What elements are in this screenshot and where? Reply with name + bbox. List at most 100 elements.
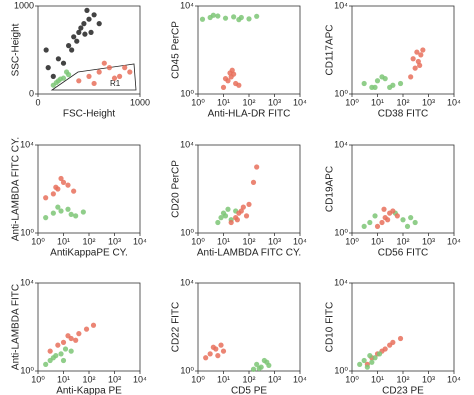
x-tick-label: 10¹: [217, 374, 230, 384]
cell-point: [43, 215, 49, 221]
cell-point: [236, 82, 242, 88]
plot-frame: [351, 5, 455, 95]
x-tick-label: 10⁴: [133, 374, 147, 384]
y-tick-label: 10⁴: [180, 139, 194, 149]
cell-point: [379, 74, 385, 80]
cell-point: [53, 79, 59, 86]
cell-point: [50, 355, 56, 361]
cell-point: [417, 62, 423, 68]
cell-point: [86, 16, 92, 22]
cell-point: [73, 337, 79, 343]
x-tick-label: 10⁴: [293, 97, 307, 107]
cell-point: [246, 16, 252, 22]
cell-point: [367, 219, 373, 226]
x-tick-label: 10⁰: [31, 236, 45, 246]
y-tick-label: 10⁴: [180, 0, 194, 10]
x-tick-label: 10³: [108, 236, 121, 246]
y-tick-label: 10⁴: [334, 139, 348, 149]
cell-point: [254, 164, 260, 170]
cell-point: [74, 38, 80, 44]
x-tick-label: 10⁴: [293, 374, 307, 384]
cell-point: [408, 74, 414, 80]
y-tick-label: 10⁰: [334, 88, 348, 98]
cell-point: [73, 213, 79, 219]
x-tick-label: 10²: [82, 236, 95, 246]
cell-point: [60, 60, 67, 66]
y-axis-label: CD19APC: [325, 166, 336, 212]
x-tick-label: 10³: [422, 374, 435, 384]
cell-point: [111, 75, 118, 81]
x-tick-label: 10⁴: [133, 236, 147, 246]
x-tick-label: 10³: [422, 97, 435, 107]
cell-point: [91, 12, 97, 18]
cell-point: [203, 355, 209, 361]
x-axis-label: Anti-LAMBDA FITC CY.: [197, 248, 301, 259]
cell-point: [127, 69, 133, 75]
cell-point: [71, 188, 77, 194]
plot-frame: [37, 5, 141, 95]
x-axis-label: CD23 PE: [382, 386, 424, 395]
cell-point: [374, 78, 381, 84]
cell-point: [90, 322, 97, 328]
cell-point: [420, 47, 426, 53]
cell-point: [57, 76, 64, 82]
cell-point: [69, 47, 75, 53]
x-tick-label: 10⁰: [345, 97, 359, 107]
cell-point: [50, 210, 56, 216]
y-tick-label: 10⁴: [334, 0, 348, 10]
cell-point: [361, 357, 367, 364]
cell-point: [63, 69, 70, 75]
cell-point: [387, 84, 393, 90]
cell-point: [78, 25, 84, 31]
cell-point: [367, 353, 373, 359]
cell-point: [256, 365, 262, 372]
cell-point: [372, 213, 378, 219]
cell-point: [220, 348, 227, 354]
cell-point: [418, 52, 424, 58]
cell-point: [234, 217, 240, 223]
cell-point: [76, 29, 82, 35]
cell-point: [372, 84, 378, 90]
cell-point: [43, 47, 49, 53]
x-tick-label: 10³: [268, 97, 281, 107]
y-tick-label: 0: [29, 88, 34, 98]
cell-point: [364, 364, 370, 370]
cell-point: [408, 215, 414, 221]
plot-frame: [197, 144, 301, 234]
x-tick-label: 10³: [268, 374, 281, 384]
cell-point: [65, 206, 71, 212]
x-tick-label: 10³: [108, 374, 121, 384]
cell-point: [385, 217, 391, 223]
cell-point: [68, 211, 74, 218]
x-tick-label: 10²: [396, 374, 409, 384]
cell-point: [50, 191, 56, 197]
cell-point: [222, 76, 229, 82]
cell-point: [400, 217, 406, 223]
y-tick-label: 10⁰: [20, 227, 34, 237]
cell-point: [215, 13, 221, 19]
cell-point: [379, 219, 385, 226]
y-tick-label: 10⁴: [20, 277, 34, 287]
gate: [50, 63, 137, 91]
cell-point: [361, 223, 367, 229]
x-tick-label: 10⁴: [447, 374, 461, 384]
x-tick-label: 10²: [82, 374, 95, 384]
cell-point: [45, 65, 51, 71]
cell-point: [65, 182, 71, 188]
y-tick-label: 10⁰: [180, 88, 194, 98]
cell-point: [60, 179, 67, 185]
cell-point: [80, 209, 86, 215]
cell-point: [88, 29, 94, 35]
y-axis-label: CD22 FITC: [171, 302, 182, 353]
y-tick-label: 10⁰: [180, 365, 194, 375]
cell-point: [62, 346, 69, 352]
x-tick-label: 10¹: [217, 97, 230, 107]
cell-point: [412, 219, 418, 226]
plot-frame: [351, 282, 455, 372]
y-axis-label: Anti-LAMBDA FITC: [11, 284, 22, 370]
x-tick-label: 10⁰: [345, 374, 359, 384]
cell-point: [264, 359, 270, 365]
x-tick-label: 10¹: [57, 236, 70, 246]
cell-point: [240, 204, 246, 210]
cell-point: [412, 65, 418, 71]
